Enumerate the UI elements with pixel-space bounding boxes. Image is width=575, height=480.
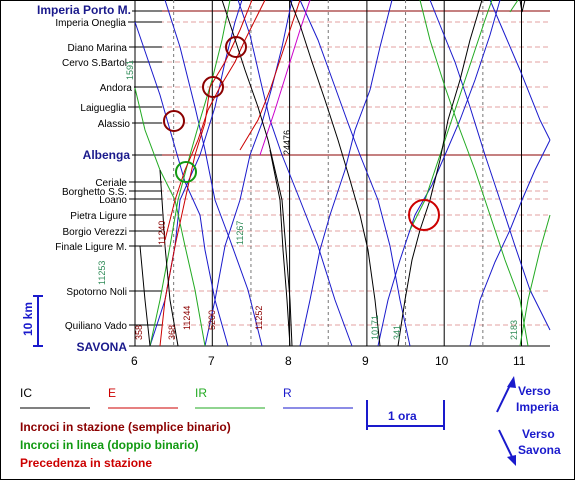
hour-label: 11 xyxy=(513,354,526,368)
hour-label: 7 xyxy=(208,354,215,368)
station-label: Loano xyxy=(99,195,127,206)
train-number-label: 24476 xyxy=(282,130,292,155)
train-number-label: 11253 xyxy=(97,261,107,285)
station-label: Spotorno Noli xyxy=(66,287,127,298)
hour-label: 9 xyxy=(362,354,369,368)
station-label: Ceriale xyxy=(95,178,127,189)
station-label: Cervo S.Bartol xyxy=(62,58,127,69)
train-path xyxy=(299,0,411,347)
legend: IC E IR R xyxy=(20,386,353,409)
hour-label: 10 xyxy=(435,354,449,368)
direction-indicators: Verso Imperia Verso Savona xyxy=(496,376,561,466)
train-number-label: 1591 xyxy=(125,60,135,80)
train-path xyxy=(509,0,519,13)
station-labels: Imperia Porto M.Imperia Oneglia Diano Mar… xyxy=(37,3,132,354)
train-path xyxy=(419,0,529,347)
train-path xyxy=(489,0,551,141)
direction-up-word2: Imperia xyxy=(516,400,559,414)
station-label: Laigueglia xyxy=(80,103,126,114)
train-number-label: 2183 xyxy=(509,320,519,340)
station-label: Borghetto S.S. xyxy=(62,187,127,198)
train-path xyxy=(377,0,501,347)
train-number-label: 11267 xyxy=(235,221,245,245)
train-number-label: 11244 xyxy=(182,306,192,330)
station-label: Finale Ligure M. xyxy=(55,242,127,253)
train-path xyxy=(469,139,551,347)
train-number-label: 341 xyxy=(392,325,402,340)
station-label: Imperia Porto M. xyxy=(37,3,131,17)
direction-down-word2: Savona xyxy=(518,443,561,457)
station-label: Pietra Ligure xyxy=(70,211,127,222)
train-path xyxy=(409,0,493,231)
station-label: Andora xyxy=(100,83,133,94)
distance-scale-label: 10 km xyxy=(21,302,35,336)
train-paths: 1591 24476 11240 11267 11253 11252 11244 5200 10… xyxy=(97,0,551,347)
legend-ir: IR xyxy=(195,386,207,400)
chart-grid xyxy=(128,0,550,347)
hour-label: 6 xyxy=(131,354,138,368)
crossing-markers xyxy=(163,36,440,231)
station-label: Borgio Verezzi xyxy=(63,227,127,238)
crossing-marker xyxy=(202,76,224,98)
train-path xyxy=(221,0,293,347)
train-path xyxy=(134,21,229,347)
train-number-label: 11240 xyxy=(157,221,167,245)
crossing-marker xyxy=(175,161,197,183)
crossing-marker xyxy=(225,36,247,58)
train-path xyxy=(164,0,266,241)
train-path xyxy=(139,245,151,347)
station-label: Alassio xyxy=(98,119,131,130)
time-scale-label: 1 ora xyxy=(388,409,417,423)
note-single-track: Incroci in stazione (semplice binario) xyxy=(20,420,231,434)
note-double-track: Incroci in linea (doppio binario) xyxy=(20,438,199,452)
hour-labels: 6 7 8 9 10 11 xyxy=(131,354,526,368)
hour-label: 8 xyxy=(285,354,292,368)
train-number-label: 11252 xyxy=(254,306,264,330)
time-scale: 1 ora xyxy=(366,400,445,430)
train-number-label: 5200 xyxy=(207,310,217,330)
train-path xyxy=(519,0,526,13)
legend-notes: Incroci in stazione (semplice binario) I… xyxy=(20,420,231,470)
train-path xyxy=(299,0,393,347)
train-path xyxy=(259,0,311,156)
train-path xyxy=(397,0,483,347)
train-path xyxy=(159,169,179,347)
train-path xyxy=(164,0,263,347)
station-label: Imperia Oneglia xyxy=(55,18,126,29)
station-label: SAVONA xyxy=(77,340,128,354)
train-number-label: 368 xyxy=(167,325,177,340)
station-label: Diano Marina xyxy=(68,43,128,54)
train-path xyxy=(149,0,231,347)
station-label: Albenga xyxy=(83,148,131,162)
crossing-marker xyxy=(163,110,185,132)
distance-scale: 10 km xyxy=(21,295,43,347)
train-number-label: 358 xyxy=(134,325,144,340)
crossing-marker xyxy=(408,199,440,231)
train-path xyxy=(429,0,551,331)
legend-e: E xyxy=(108,386,116,400)
train-number-label: 10171 xyxy=(370,315,380,340)
train-path xyxy=(204,0,293,347)
train-path xyxy=(239,0,301,151)
note-precedence: Precedenza in stazione xyxy=(20,456,152,470)
train-path xyxy=(269,149,291,347)
legend-ic: IC xyxy=(20,386,32,400)
train-path xyxy=(519,214,551,347)
direction-down-word1: Verso xyxy=(522,427,555,441)
station-label: Quiliano Vado xyxy=(65,321,128,332)
direction-up-word1: Verso xyxy=(518,384,551,398)
train-path xyxy=(237,0,353,347)
legend-r: R xyxy=(283,386,292,400)
train-path xyxy=(289,0,381,347)
train-path xyxy=(159,0,253,347)
